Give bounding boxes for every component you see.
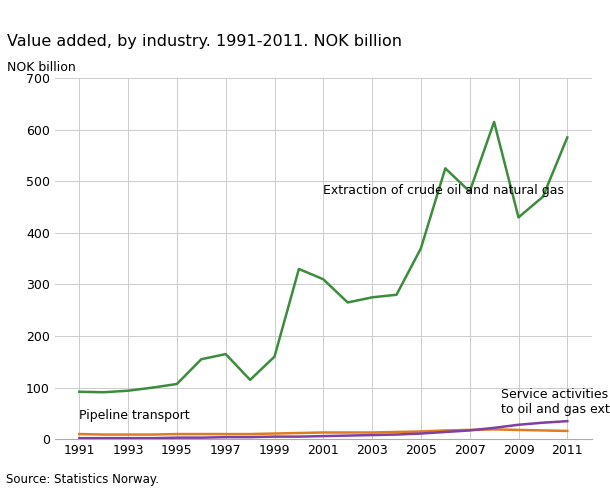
Text: Pipeline transport: Pipeline transport [79,409,190,422]
Text: Source: Statistics Norway.: Source: Statistics Norway. [6,472,159,486]
Text: Service activities incidental
to oil and gas extraction: Service activities incidental to oil and… [501,387,610,416]
Text: NOK billion: NOK billion [7,61,76,75]
Text: Extraction of crude oil and natural gas: Extraction of crude oil and natural gas [323,184,564,197]
Text: Value added, by industry. 1991-2011. NOK billion: Value added, by industry. 1991-2011. NOK… [7,34,401,49]
